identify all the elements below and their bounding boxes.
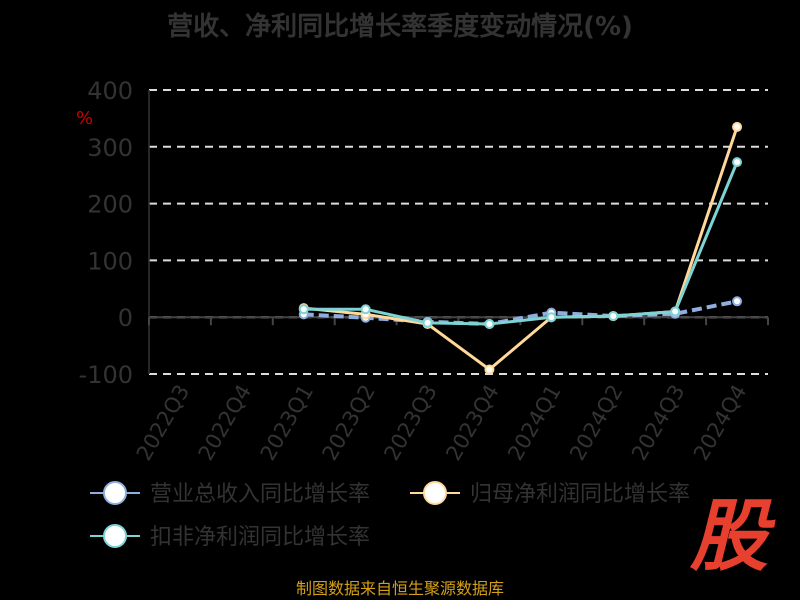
data-point <box>732 121 743 132</box>
x-tick-label: 2022Q3 <box>132 381 194 465</box>
data-point <box>732 296 743 307</box>
x-tick-label: 2023Q3 <box>379 381 441 465</box>
data-point <box>422 317 433 328</box>
data-point <box>360 304 371 315</box>
x-tick-label: 2023Q2 <box>318 381 380 465</box>
y-tick-label: 0 <box>118 304 133 332</box>
data-point <box>484 319 495 330</box>
source-note: 制图数据来自恒生聚源数据库 <box>295 579 505 598</box>
legend-label: 归母净利润同比增长率 <box>470 482 690 507</box>
data-point <box>732 157 743 168</box>
y-tick-label: 200 <box>87 191 133 219</box>
y-tick-label: 100 <box>87 247 133 275</box>
series-line <box>303 299 738 327</box>
legend-label: 营业总收入同比增长率 <box>150 482 370 507</box>
x-tick-label: 2023Q1 <box>256 381 318 465</box>
data-point <box>484 364 495 375</box>
legend-marker <box>103 524 127 548</box>
x-tick-label: 2023Q4 <box>441 381 503 465</box>
y-axis-label: % <box>76 108 93 129</box>
legend-marker <box>423 481 447 505</box>
x-tick-label: 2024Q4 <box>689 381 751 465</box>
data-point <box>298 304 309 315</box>
x-tick-label: 2022Q4 <box>194 381 256 465</box>
data-point <box>546 312 557 323</box>
x-tick-label: 2024Q1 <box>503 381 565 465</box>
x-tick-label: 2024Q2 <box>565 381 627 465</box>
y-tick-label: -100 <box>79 361 133 389</box>
y-tick-label: 400 <box>87 77 133 105</box>
y-tick-label: 300 <box>87 134 133 162</box>
series-line <box>303 161 739 326</box>
logo: 股 <box>690 492 769 582</box>
data-point <box>608 311 619 322</box>
legend-marker <box>103 481 127 505</box>
series-line <box>303 126 739 372</box>
x-tick-label: 2024Q3 <box>627 381 689 465</box>
chart-title: 营收、净利同比增长率季度变动情况(%) <box>167 12 633 42</box>
legend-label: 扣非净利润同比增长率 <box>150 525 370 550</box>
data-point <box>670 306 681 317</box>
